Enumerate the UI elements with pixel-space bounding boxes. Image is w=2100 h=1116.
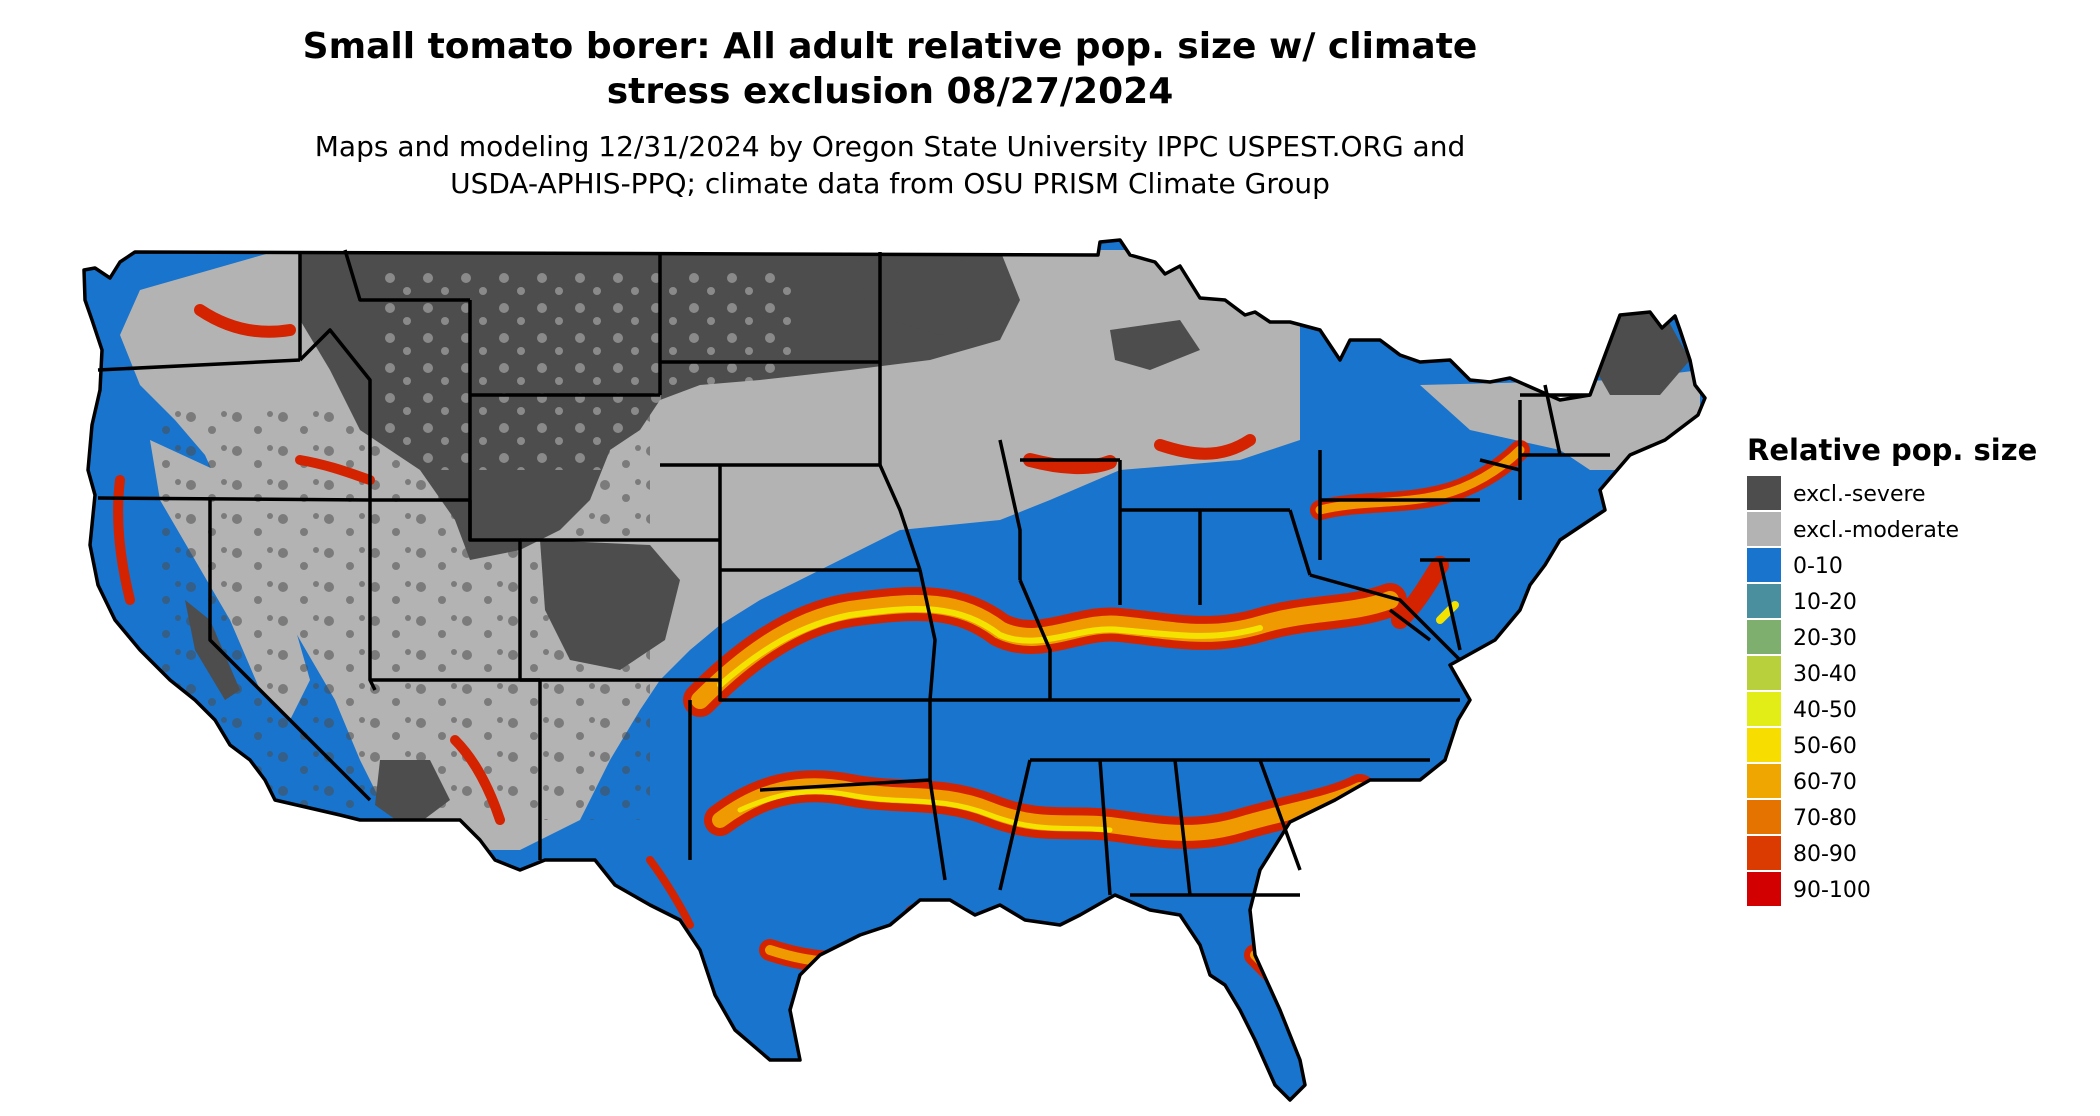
legend-swatch (1747, 548, 1781, 582)
legend-swatch (1747, 800, 1781, 834)
legend-item: excl.-severe (1747, 476, 1926, 510)
legend-label: excl.-moderate (1793, 518, 1959, 543)
legend-swatch (1747, 728, 1781, 762)
legend-label: 0-10 (1793, 554, 1843, 579)
legend-title: Relative pop. size (1747, 433, 2037, 467)
legend-swatch (1747, 872, 1781, 906)
legend-item: 40-50 (1747, 692, 1857, 726)
severe-exclusion-minnesota (855, 250, 1010, 335)
legend: Relative pop. size excl.-severe excl.-mod… (1747, 433, 2037, 906)
legend-swatch (1747, 584, 1781, 618)
map-subtitle-line1: Maps and modeling 12/31/2024 by Oregon S… (315, 130, 1466, 163)
map-subtitle-line2: USDA-APHIS-PPQ; climate data from OSU PR… (450, 167, 1330, 200)
legend-item: excl.-moderate (1747, 512, 1959, 546)
legend-label: 90-100 (1793, 878, 1871, 903)
legend-swatch (1747, 476, 1781, 510)
legend-swatch (1747, 764, 1781, 798)
legend-swatch (1747, 692, 1781, 726)
legend-item: 90-100 (1747, 872, 1871, 906)
legend-item: 30-40 (1747, 656, 1857, 690)
legend-label: 10-20 (1793, 590, 1857, 615)
legend-items: excl.-severe excl.-moderate 0-10 10-20 20-30… (1747, 476, 1959, 906)
legend-label: 60-70 (1793, 770, 1857, 795)
legend-label: 30-40 (1793, 662, 1857, 687)
us-map (82, 238, 1707, 1102)
legend-item: 50-60 (1747, 728, 1857, 762)
legend-swatch (1747, 620, 1781, 654)
severe-exclusion-wisconsin (1110, 320, 1200, 370)
legend-label: 50-60 (1793, 734, 1857, 759)
legend-label: 80-90 (1793, 842, 1857, 867)
legend-swatch (1747, 836, 1781, 870)
legend-item: 60-70 (1747, 764, 1857, 798)
map-title-line2: stress exclusion 08/27/2024 (607, 71, 1174, 112)
moderate-speckle-texture (380, 270, 800, 470)
legend-item: 0-10 (1747, 548, 1843, 582)
legend-item: 10-20 (1747, 584, 1857, 618)
legend-swatch (1747, 512, 1781, 546)
legend-label: 20-30 (1793, 626, 1857, 651)
legend-item: 70-80 (1747, 800, 1857, 834)
legend-label: 40-50 (1793, 698, 1857, 723)
legend-label: 70-80 (1793, 806, 1857, 831)
state-boundaries (82, 238, 1707, 1102)
legend-item: 80-90 (1747, 836, 1857, 870)
legend-item: 20-30 (1747, 620, 1857, 654)
legend-swatch (1747, 656, 1781, 690)
legend-label: excl.-severe (1793, 482, 1926, 507)
map-title-line1: Small tomato borer: All adult relative p… (303, 26, 1478, 67)
